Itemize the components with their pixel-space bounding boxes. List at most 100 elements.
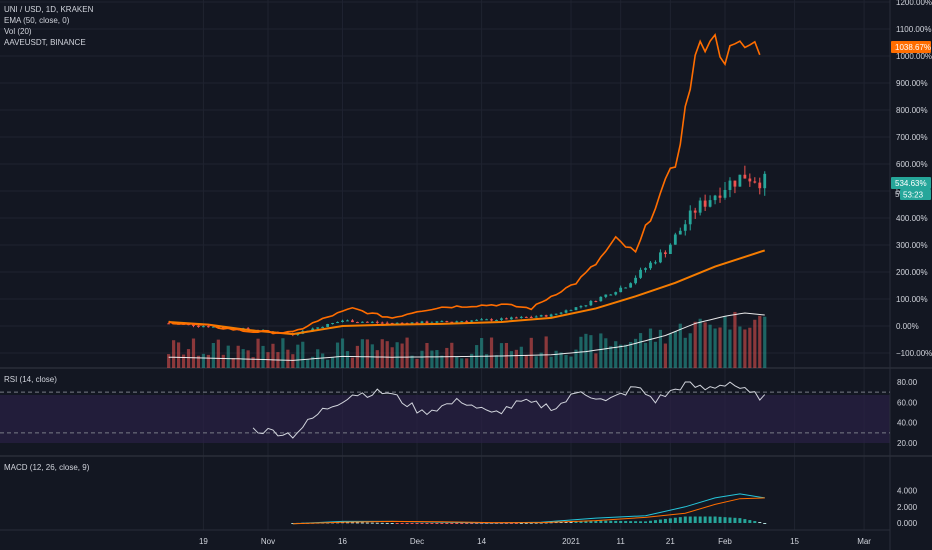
time-axis[interactable]: 19 Nov 16 Dec 14 2021 11 21 Feb 15 Mar <box>199 537 871 546</box>
macd-histogram-bar <box>495 523 498 524</box>
time-axis-label: 2021 <box>562 537 580 546</box>
volume-bar <box>484 354 489 368</box>
macd-histogram-bar <box>678 517 682 523</box>
volume-bar <box>167 354 171 368</box>
volume-bar <box>360 339 364 368</box>
candle-body <box>331 323 334 325</box>
candle-body <box>425 321 429 324</box>
macd-axis-label: 4.000 <box>897 487 918 496</box>
legend-symbol[interactable]: UNI / USD, 1D, KRAKEN <box>4 5 94 14</box>
macd-histogram-bar <box>604 520 608 523</box>
candle-body <box>495 319 498 321</box>
candle-body <box>594 301 598 303</box>
candle-body <box>505 318 508 320</box>
price-axis-label: 1000.00% <box>896 52 932 61</box>
candle-body <box>490 319 493 321</box>
volume-bar <box>440 355 444 368</box>
macd-histogram-bar <box>435 523 439 524</box>
volume-bar <box>564 354 568 368</box>
volume-bar <box>321 353 325 368</box>
macd-histogram-bar <box>599 520 603 523</box>
candle-body <box>763 173 767 189</box>
macd-histogram-bar <box>658 519 662 523</box>
macd-histogram-bar <box>708 516 712 523</box>
candle-body <box>246 328 250 330</box>
macd-histogram-bar <box>390 523 394 524</box>
volume-bar <box>648 328 653 368</box>
price-axis-label: 100.00% <box>896 295 928 304</box>
volume-bar <box>420 350 424 368</box>
macd-histogram-bar <box>405 523 409 524</box>
rsi-axis[interactable]: 80.00 60.00 40.00 20.00 <box>897 378 918 448</box>
macd-histogram-bar <box>569 521 573 523</box>
candle-body <box>455 321 459 323</box>
legend-macd[interactable]: MACD (12, 26, close, 9) <box>4 463 90 472</box>
volume-bar <box>479 338 484 368</box>
volume-bar <box>653 341 658 368</box>
volume-bar <box>589 335 593 368</box>
macd-histogram-bar <box>509 523 513 524</box>
candle-body <box>534 316 538 318</box>
candle-body <box>579 306 583 308</box>
price-axis-label: 800.00% <box>896 106 928 115</box>
candle-body <box>346 320 349 322</box>
macd-histogram-bar <box>688 516 692 523</box>
rsi-pane[interactable] <box>0 381 890 439</box>
macd-histogram-bar <box>723 517 727 523</box>
macd-histogram-bar <box>753 521 757 523</box>
legend-volume[interactable]: Vol (20) <box>4 27 32 36</box>
candle-body <box>723 189 727 198</box>
candle-body <box>415 322 419 324</box>
volume-bar <box>708 324 712 368</box>
macd-axis-label: 0.000 <box>897 519 918 528</box>
macd-pane[interactable] <box>291 493 767 525</box>
ema-line[interactable] <box>168 249 766 336</box>
legend-compare[interactable]: AAVEUSDT, BINANCE <box>4 38 86 47</box>
volume-bar <box>638 333 643 368</box>
macd-histogram-bar <box>763 523 767 524</box>
candle-body <box>663 252 667 254</box>
candle-body <box>728 180 732 190</box>
candle-body <box>192 324 195 326</box>
legend-ema[interactable]: EMA (50, close, 0) <box>4 16 70 25</box>
macd-histogram-bar <box>519 522 523 524</box>
candle-body <box>708 200 712 207</box>
macd-histogram-bar <box>420 523 424 524</box>
volume-bar <box>176 342 181 368</box>
volume-bar <box>688 333 692 368</box>
candle-body <box>748 178 752 182</box>
aave-comparison-line[interactable] <box>168 32 761 335</box>
rsi-line <box>252 381 766 439</box>
volume-bar <box>286 349 290 368</box>
candle-body <box>435 321 439 323</box>
volume-bar <box>271 343 275 368</box>
macd-histogram-bar <box>589 520 593 523</box>
volume-bar <box>445 347 449 368</box>
macd-histogram-bar <box>713 516 717 523</box>
macd-histogram-bar <box>430 523 434 524</box>
macd-histogram-bar <box>663 518 667 523</box>
legend-rsi[interactable]: RSI (14, close) <box>4 375 57 384</box>
volume-bar <box>405 337 409 368</box>
macd-axis[interactable]: 4.000 2.000 0.000 <box>897 487 918 528</box>
main-legend[interactable]: UNI / USD, 1D, KRAKEN EMA (50, close, 0)… <box>4 5 94 47</box>
volume-bar <box>614 341 618 368</box>
time-axis-label: Mar <box>857 537 871 546</box>
macd-histogram-bar <box>698 516 702 523</box>
volume-bar <box>330 357 335 368</box>
candle-body <box>609 294 613 296</box>
macd-histogram-bar <box>584 520 588 523</box>
volume-bar <box>385 341 389 368</box>
candle-body <box>524 316 528 318</box>
volume-bar <box>728 329 732 368</box>
candle-body <box>211 326 215 328</box>
volume-bar <box>723 316 727 368</box>
macd-histogram-bar <box>524 522 528 524</box>
time-axis-label: 16 <box>338 537 347 546</box>
macd-histogram-bar <box>594 520 598 523</box>
candle-body <box>445 321 449 323</box>
candle-body <box>485 319 488 321</box>
candle-body <box>216 326 220 328</box>
